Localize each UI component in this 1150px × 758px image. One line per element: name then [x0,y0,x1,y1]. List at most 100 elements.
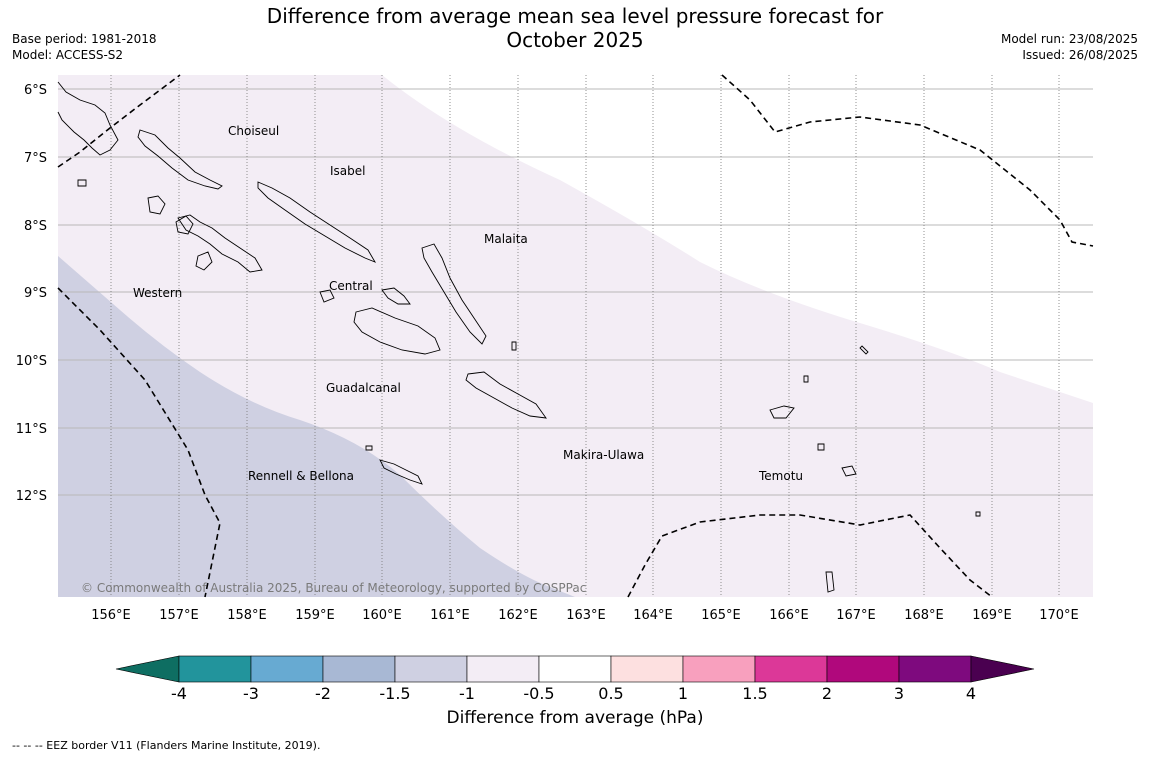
region-label-temotu: Temotu [758,469,803,483]
colorbar-tick: -1 [459,684,475,703]
colorbar-ticks: -4 -3 -2 -1.5 -1 -0.5 0.5 1 1.5 2 3 4 [171,684,976,703]
bougainville-island [57,81,119,156]
colorbar-tick: 0.5 [598,684,623,703]
lon-label: 164°E [633,608,673,623]
colorbar-swatch [682,655,756,683]
meta-right: Model run: 23/08/2025 Issued: 26/08/2025 [1001,31,1138,63]
new-georgia-island [177,214,263,273]
rennell-island [379,459,423,485]
lon-label: 158°E [227,608,267,623]
colorbar-swatch [826,655,900,683]
coastlines [57,81,981,593]
region-label-makira-ulawa: Makira-Ulawa [563,448,644,462]
isabel-island [257,181,377,263]
lat-label: 12°S [16,489,47,504]
lon-label: 166°E [769,608,809,623]
colorbar-tick: -1.5 [379,684,410,703]
issued-date: Issued: 26/08/2025 [1022,48,1138,62]
lat-label: 6°S [24,83,47,98]
colorbar-swatch [322,655,396,683]
guadalcanal-island [353,307,441,355]
colorbar-label: Difference from average (hPa) [446,708,704,728]
map-area: Choiseul Isabel Malaita Western Central … [57,74,1094,598]
rendova-island [195,251,213,271]
kolombangara-island [175,215,194,235]
model-name: Model: ACCESS-S2 [12,48,124,62]
lon-label: 169°E [972,608,1012,623]
colorbar-swatch [250,655,324,683]
lon-label: 162°E [498,608,538,623]
region-label-guadalcanal: Guadalcanal [326,381,401,395]
colorbar-swatch [610,655,684,683]
footnote: -- -- -- EEZ border V11 (Flanders Marine… [12,739,321,752]
small-islet-east [511,341,517,351]
colorbar-swatch [394,655,468,683]
lon-label: 160°E [362,608,402,623]
colorbar-swatch [754,655,828,683]
lon-label: 161°E [430,608,470,623]
colorbar-tick: 3 [894,684,904,703]
region-labels: Choiseul Isabel Malaita Western Central … [133,124,803,483]
latitude-gridlines [58,88,1093,496]
lat-label: 7°S [24,151,47,166]
colorbar-swatch [178,655,252,683]
eez-borders [57,74,1094,598]
lon-label: 159°E [295,608,335,623]
colorbar-tick: 1.5 [742,684,767,703]
colorbar-tick: 1 [678,684,688,703]
longitude-labels: 156°E 157°E 158°E 159°E 160°E 161°E 162°… [91,608,1079,623]
russell-islands [319,289,335,303]
colorbar-tick: -4 [171,684,187,703]
chart-title: Difference from average mean sea level p… [266,4,884,52]
colorbar-tick: -3 [243,684,259,703]
longitude-gridlines [110,75,1060,597]
anuta-island [817,443,825,451]
lon-label: 168°E [904,608,944,623]
duff-islands [803,375,809,383]
eez-border-northeast [721,74,1094,247]
lon-label: 167°E [836,608,876,623]
colorbar-tick: -2 [315,684,331,703]
bellona-island [365,445,373,451]
colorbar-swatch [538,655,612,683]
shortland-islands [77,179,87,187]
lon-label: 163°E [566,608,606,623]
region-label-malaita: Malaita [484,232,528,246]
choiseul-island [137,129,223,190]
santa-cruz-island [769,405,795,419]
latitude-labels: 6°S 7°S 8°S 9°S 10°S 11°S 12°S [16,83,47,504]
meta-left: Base period: 1981-2018 Model: ACCESS-S2 [12,31,157,63]
colorbar [115,655,1035,683]
colorbar-tick: 4 [966,684,976,703]
copyright-notice: © Commonwealth of Australia 2025, Bureau… [81,581,586,595]
lat-label: 9°S [24,286,47,301]
tikopia-island [975,511,981,517]
lon-label: 156°E [91,608,131,623]
lat-label: 11°S [16,422,47,437]
eez-border-southeast [627,514,993,598]
colorbar-swatch [898,655,972,683]
colorbar-swatch [466,655,540,683]
makira-island [465,371,547,419]
base-period: Base period: 1981-2018 [12,32,157,46]
colorbar-extension-low [115,655,180,683]
lon-label: 165°E [701,608,741,623]
region-label-isabel: Isabel [330,164,365,178]
region-label-western: Western [133,286,182,300]
lon-label: 157°E [159,608,199,623]
vella-lavella-island [147,195,166,215]
florida-islands [381,287,411,305]
lon-label: 170°E [1039,608,1079,623]
colorbar-tick: -0.5 [523,684,554,703]
colorbar-tick: 2 [822,684,832,703]
malaita-island [421,243,487,345]
lat-label: 10°S [16,354,47,369]
region-label-central: Central [329,279,373,293]
colorbar-extension-high [970,655,1035,683]
ontong-java [859,345,869,355]
vanikoro-island [841,465,857,477]
model-run: Model run: 23/08/2025 [1000,32,1138,46]
eez-border-northwest [57,74,181,168]
lat-label: 8°S [24,219,47,234]
